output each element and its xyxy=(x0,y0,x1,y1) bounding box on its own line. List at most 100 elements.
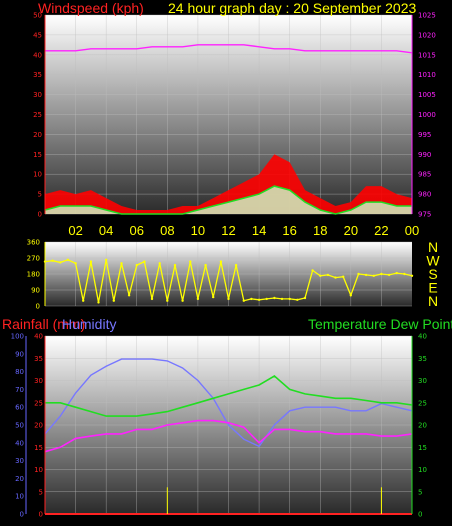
x-tick-label: 12 xyxy=(221,223,235,238)
humidity-tick-label: 0 xyxy=(20,511,24,519)
wind-direction-point xyxy=(342,275,345,278)
temperature-dewpoint-title: Temperature Dew Point (°C) xyxy=(308,316,452,332)
wind-direction-point xyxy=(403,272,406,276)
wind-tick-label: 25 xyxy=(33,111,42,119)
wind-direction-point xyxy=(380,272,383,276)
wind-direction-point xyxy=(273,296,276,300)
wind-direction-point xyxy=(219,260,223,263)
temperature-tick-label: 15 xyxy=(418,444,427,452)
wind-direction-point xyxy=(166,299,169,302)
wind-direction-point xyxy=(173,263,177,267)
humidity-tick-label: 30 xyxy=(15,457,24,465)
humidity-tick-label: 20 xyxy=(15,475,24,483)
humidity-tick-label: 80 xyxy=(15,368,24,376)
temperature-tick-label: 20 xyxy=(418,422,427,430)
wind-direction-point xyxy=(51,259,54,262)
wind-direction-point xyxy=(227,297,230,301)
wind-average-line xyxy=(44,185,412,215)
wind-direction-point xyxy=(303,296,307,300)
wind-tick-label: 40 xyxy=(33,51,42,59)
wind-direction-point xyxy=(334,276,337,279)
wind-tick-label: 5 xyxy=(38,191,42,199)
wind-direction-point xyxy=(410,274,414,277)
temperature-tick-label: 5 xyxy=(418,488,422,496)
rainfall-tick-label: 15 xyxy=(34,444,43,452)
temperature-tick-label: 0 xyxy=(418,511,422,519)
wind-direction-point xyxy=(105,258,108,261)
humidity-tick-label: 50 xyxy=(15,422,24,430)
temperature-tick-label: 25 xyxy=(418,399,427,407)
x-tick-label: 22 xyxy=(374,223,388,238)
wind-tick-label: 50 xyxy=(33,12,42,20)
wind-direction-point xyxy=(97,301,100,304)
wind-tick-label: 15 xyxy=(33,151,42,159)
compass-label: E xyxy=(428,280,437,296)
wind-average-area xyxy=(45,186,412,214)
x-tick-label: 08 xyxy=(160,223,174,238)
pressure-tick-label: 1005 xyxy=(418,91,436,99)
pressure-tick-label: 1020 xyxy=(418,31,436,39)
rain-humidity-temperature-panel: 0 5 10 15 20 25 30 35 40 0 10 20 30 40 50 60 70 80 90 100 0 5… xyxy=(11,333,427,519)
wind-direction-point xyxy=(158,262,161,265)
wind-direction-point xyxy=(212,295,215,299)
wind-direction-point xyxy=(82,299,85,302)
wind-direction-point xyxy=(181,299,184,302)
wind-direction-point xyxy=(349,294,352,297)
rainfall-tick-label: 35 xyxy=(34,355,43,363)
wind-direction-point xyxy=(150,297,154,301)
wind-direction-point xyxy=(112,299,116,302)
direction-tick-label: 0 xyxy=(36,303,40,311)
wind-direction-point xyxy=(357,272,360,276)
wind-direction-point xyxy=(311,269,314,272)
wind-direction-point xyxy=(127,294,131,297)
wind-direction-point xyxy=(387,273,391,277)
x-tick-label: 00 xyxy=(405,223,419,238)
pressure-tick-label: 1015 xyxy=(418,51,436,59)
wind-direction-point xyxy=(280,297,284,301)
wind-direction-point xyxy=(319,274,322,277)
wind-direction-point xyxy=(242,299,245,302)
temperature-tick-label: 35 xyxy=(418,355,427,363)
pressure-tick-label: 995 xyxy=(418,131,431,139)
x-tick-label: 16 xyxy=(282,223,296,238)
wind-direction-point xyxy=(265,297,268,301)
humidity-tick-label: 100 xyxy=(11,333,24,341)
wind-direction-point xyxy=(250,297,253,301)
rainfall-tick-label: 40 xyxy=(34,333,43,341)
wind-tick-label: 20 xyxy=(33,131,42,139)
humidity-tick-label: 10 xyxy=(15,493,24,501)
rainfall-tick-label: 5 xyxy=(39,488,43,496)
wind-direction-point xyxy=(135,263,138,267)
wind-direction-point xyxy=(143,260,146,263)
wind-tick-label: 45 xyxy=(33,31,42,39)
wind-direction-point xyxy=(120,262,123,265)
pressure-tick-label: 980 xyxy=(418,191,431,199)
wind-direction-point xyxy=(257,298,261,301)
direction-tick-label: 270 xyxy=(27,255,40,263)
wind-direction-point xyxy=(372,274,375,277)
wind-tick-label: 10 xyxy=(33,171,42,179)
wind-direction-point xyxy=(296,298,299,301)
compass-label: S xyxy=(428,266,437,282)
temperature-tick-label: 10 xyxy=(418,466,427,474)
main-title: 24 hour graph day : 20 September 2023 xyxy=(168,0,417,16)
wind-direction-point xyxy=(59,261,62,264)
x-tick-label: 04 xyxy=(99,223,113,238)
rainfall-tick-label: 30 xyxy=(34,377,43,385)
wind-pressure-panel: 0510152025303540455097598098599099510001… xyxy=(33,12,436,239)
wind-gust-area xyxy=(45,154,412,214)
humidity-tick-label: 70 xyxy=(15,386,24,394)
wind-direction-point xyxy=(364,273,368,277)
wind-direction-point xyxy=(196,297,200,301)
wind-tick-label: 35 xyxy=(33,71,42,79)
pressure-tick-label: 975 xyxy=(418,211,431,219)
wind-direction-point xyxy=(326,273,330,277)
direction-tick-label: 90 xyxy=(31,287,40,295)
wind-tick-label: 0 xyxy=(38,211,42,219)
wind-direction-point xyxy=(89,260,93,263)
pressure-tick-label: 1025 xyxy=(418,12,436,20)
wind-direction-point xyxy=(189,260,192,263)
temperature-tick-label: 30 xyxy=(418,377,427,385)
